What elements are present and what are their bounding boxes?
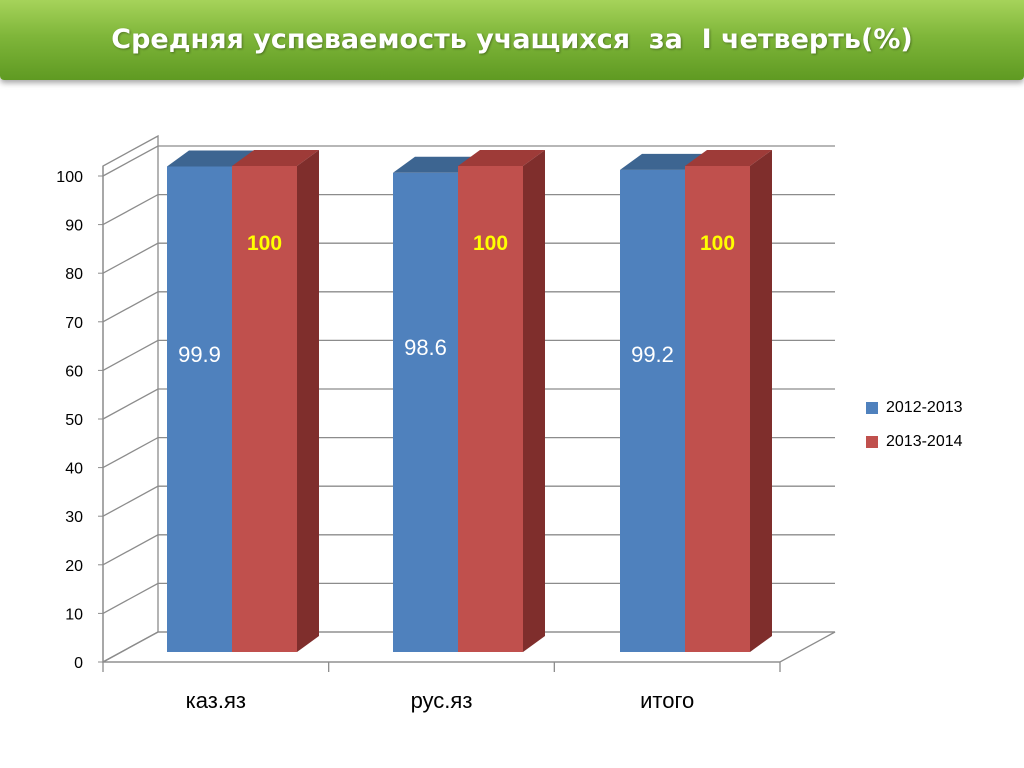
data-label: 100: [247, 232, 282, 255]
bar-top: [685, 150, 772, 166]
y-tick-label: 0: [74, 655, 83, 672]
y-tick-labels: 0 10 20 30 40 50 60 70 80 90 100: [56, 169, 83, 672]
bar-1-0: [232, 150, 319, 652]
data-labels: 99.9 100 98.6 100 99.2 100: [178, 232, 735, 367]
y-tick-label: 60: [65, 363, 83, 380]
y-tick-label: 50: [65, 412, 83, 429]
axes: [102, 166, 781, 672]
y-tick-label: 70: [65, 315, 83, 332]
legend: 2012-2013 2013-2014: [866, 391, 963, 459]
bar-front: [458, 166, 523, 652]
title-banner: Средняя успеваемость учащихся за I четве…: [0, 0, 1024, 80]
legend-item-2013-2014: 2013-2014: [866, 425, 963, 459]
bar-front: [685, 166, 750, 652]
y-tick-label: 20: [65, 558, 83, 575]
data-label: 100: [700, 232, 735, 255]
bar-top: [167, 150, 254, 167]
x-tick-labels: каз.яз рус.яз итого: [186, 688, 695, 713]
bar-front: [167, 166, 232, 652]
bar-front: [620, 169, 685, 652]
legend-label: 2013-2014: [886, 433, 963, 450]
bar-1-2: [685, 150, 772, 652]
gridline: [102, 436, 835, 469]
gridline: [102, 145, 835, 177]
gridline: [102, 631, 835, 663]
data-label: 99.9: [178, 342, 221, 367]
legend-swatch: [866, 402, 878, 414]
side-wall: [102, 134, 159, 664]
gridline: [102, 242, 835, 274]
bar-0-0: [167, 150, 254, 652]
y-tick-label: 40: [65, 461, 83, 478]
gridline: [102, 339, 835, 371]
y-tick-label: 80: [65, 266, 83, 283]
bar-side: [297, 150, 319, 652]
bar-1-1: [458, 150, 545, 652]
legend-item-2012-2013: 2012-2013: [866, 391, 963, 425]
data-label: 98.6: [404, 335, 447, 360]
gridline: [102, 534, 835, 566]
bar-side: [750, 150, 772, 652]
bar-side: [523, 150, 545, 652]
y-tick-label: 90: [65, 218, 83, 235]
x-tick-label: каз.яз: [186, 688, 246, 713]
legend-label: 2012-2013: [886, 399, 963, 416]
bar-front: [232, 166, 297, 652]
gridlines: [98, 145, 835, 663]
gridline: [102, 193, 835, 226]
y-tick-label: 10: [65, 606, 83, 623]
bar-0-1: [393, 156, 480, 652]
y-tick-label: 100: [56, 169, 83, 186]
data-label: 100: [473, 232, 508, 255]
bar-0-2: [620, 153, 707, 652]
chart-title: Средняя успеваемость учащихся за I четве…: [111, 24, 913, 55]
bar-top: [458, 150, 545, 166]
bar-front: [393, 172, 458, 652]
gridline: [102, 485, 835, 517]
bar-top: [232, 150, 319, 166]
bars: [167, 150, 772, 652]
y-tick-label: 30: [65, 509, 83, 526]
gridline: [102, 388, 835, 420]
legend-swatch: [866, 436, 878, 448]
x-tick-label: итого: [640, 688, 694, 713]
gridline: [102, 291, 835, 323]
gridline: [102, 582, 835, 614]
x-tick-label: рус.яз: [411, 688, 473, 713]
data-label: 99.2: [631, 342, 674, 367]
